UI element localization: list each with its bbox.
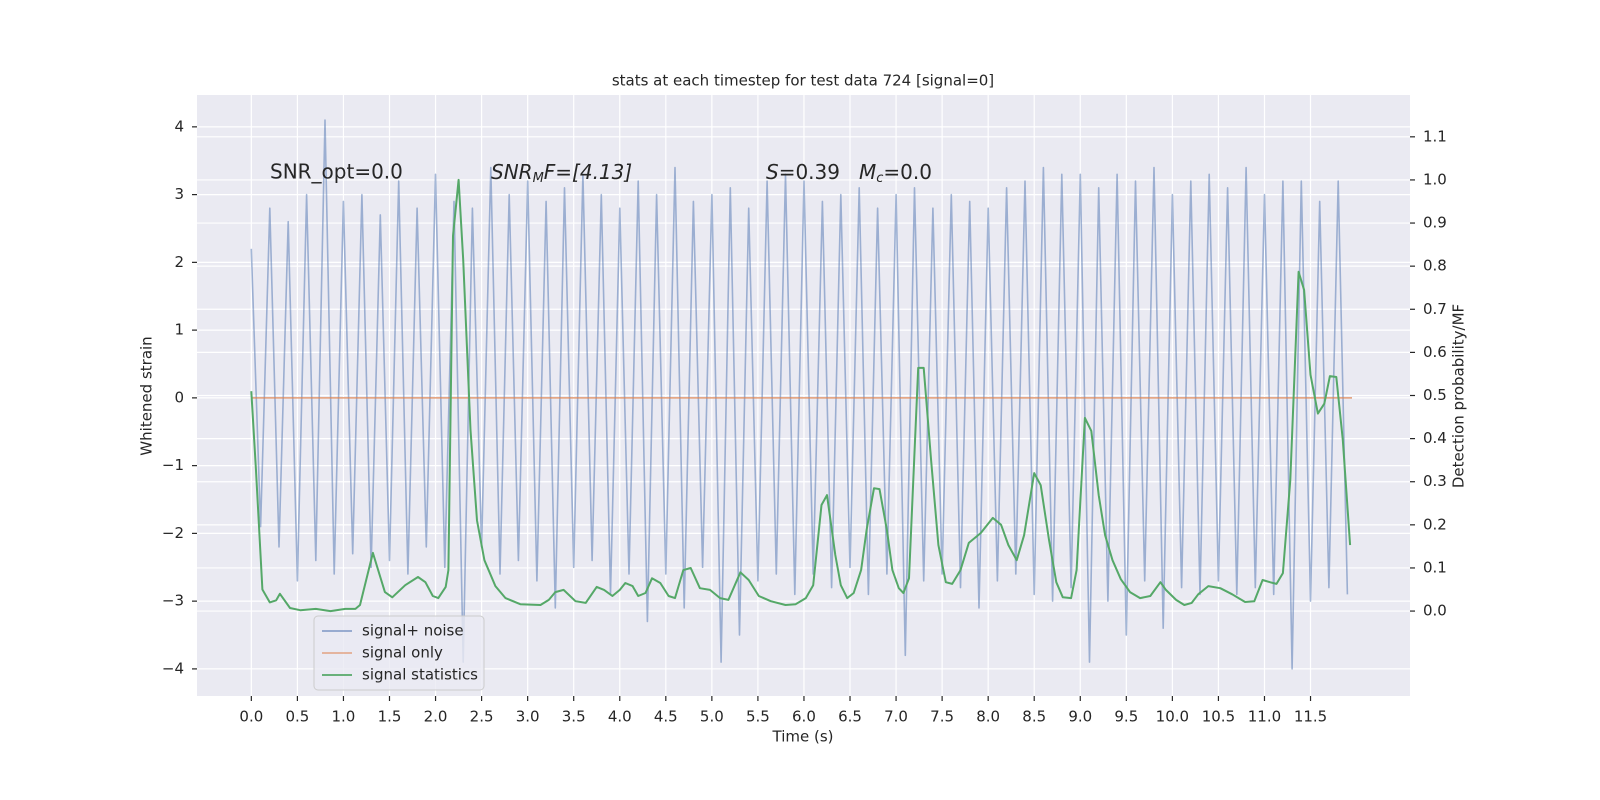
legend-label: signal+ noise bbox=[362, 622, 464, 640]
x-tick-label: 0.5 bbox=[285, 708, 309, 726]
y2-tick-label: 0.3 bbox=[1423, 472, 1447, 490]
annotation-rest: =0.39 bbox=[779, 160, 840, 184]
x-axis-label: Time (s) bbox=[772, 728, 834, 746]
x-tick-label: 8.5 bbox=[1022, 708, 1046, 726]
y-tick-label: 3 bbox=[174, 185, 184, 203]
x-tick-label: 0.0 bbox=[239, 708, 263, 726]
x-tick-label: 6.0 bbox=[792, 708, 816, 726]
y2-tick-label: 0.8 bbox=[1423, 257, 1447, 275]
x-tick-label: 1.5 bbox=[378, 708, 402, 726]
annotation-rest: F=[4.13] bbox=[544, 160, 632, 184]
y-axis-label: Whitened strain bbox=[138, 336, 156, 455]
legend-box bbox=[313, 615, 485, 691]
y2-tick-label: 0.7 bbox=[1423, 300, 1447, 318]
y-tick-label: 1 bbox=[174, 321, 184, 339]
annotation-sub: c bbox=[876, 171, 883, 186]
x-tick-label: 5.5 bbox=[746, 708, 770, 726]
x-tick-label: 11.5 bbox=[1294, 708, 1327, 726]
legend-label: signal only bbox=[362, 644, 443, 662]
x-tick-label: 4.0 bbox=[608, 708, 632, 726]
x-tick-label: 2.5 bbox=[470, 708, 494, 726]
y-tick-label: −3 bbox=[162, 592, 184, 610]
x-tick-label: 10.0 bbox=[1156, 708, 1189, 726]
y-tick-label: 0 bbox=[174, 388, 184, 406]
y2-tick-label: 1.0 bbox=[1423, 170, 1447, 188]
y2-tick-label: 0.4 bbox=[1423, 429, 1447, 447]
x-tick-label: 4.5 bbox=[654, 708, 678, 726]
annotation-rest: =0.0 bbox=[883, 160, 932, 184]
annotation-main: S bbox=[766, 160, 779, 184]
annotation-main: M bbox=[859, 160, 876, 184]
y2-axis-label: Detection probability/MF bbox=[1450, 304, 1468, 488]
y2-tick-label: 0.9 bbox=[1423, 214, 1447, 232]
y-tick-label: 2 bbox=[174, 253, 184, 271]
x-tick-label: 9.0 bbox=[1068, 708, 1092, 726]
x-tick-label: 3.5 bbox=[562, 708, 586, 726]
y2-tick-label: 0.6 bbox=[1423, 343, 1447, 361]
x-tick-label: 1.0 bbox=[332, 708, 356, 726]
y-tick-label: −4 bbox=[162, 659, 184, 677]
y2-tick-label: 0.1 bbox=[1423, 558, 1447, 576]
y2-tick-label: 0.0 bbox=[1423, 602, 1447, 620]
y2-tick-label: 0.2 bbox=[1423, 515, 1447, 533]
annotation-main: SNR bbox=[491, 160, 533, 184]
x-tick-label: 9.5 bbox=[1114, 708, 1138, 726]
x-tick-label: 7.0 bbox=[884, 708, 908, 726]
y2-tick-label: 0.5 bbox=[1423, 386, 1447, 404]
annotation: SNRMF=[4.13] bbox=[491, 160, 632, 186]
annotation: S=0.39 bbox=[766, 160, 840, 184]
annotation: Mc=0.0 bbox=[859, 160, 932, 186]
legend-label: signal statistics bbox=[362, 666, 478, 684]
x-tick-label: 7.5 bbox=[930, 708, 954, 726]
x-tick-label: 10.5 bbox=[1202, 708, 1235, 726]
annotation: SNR_opt=0.0 bbox=[270, 160, 403, 184]
x-tick-label: 3.0 bbox=[516, 708, 540, 726]
x-tick-label: 11.0 bbox=[1248, 708, 1281, 726]
annotation-sub: M bbox=[533, 171, 544, 186]
series-line bbox=[250, 119, 1349, 670]
y-tick-label: 4 bbox=[174, 117, 184, 135]
y-tick-label: −1 bbox=[162, 456, 184, 474]
x-tick-label: 6.5 bbox=[838, 708, 862, 726]
x-tick-label: 5.0 bbox=[700, 708, 724, 726]
y-tick-label: −2 bbox=[162, 524, 184, 542]
y2-tick-label: 1.1 bbox=[1423, 127, 1447, 145]
chart-title: stats at each timestep for test data 724… bbox=[612, 72, 994, 90]
x-tick-label: 8.0 bbox=[976, 708, 1000, 726]
series-line bbox=[250, 178, 1352, 613]
x-tick-label: 2.0 bbox=[424, 708, 448, 726]
